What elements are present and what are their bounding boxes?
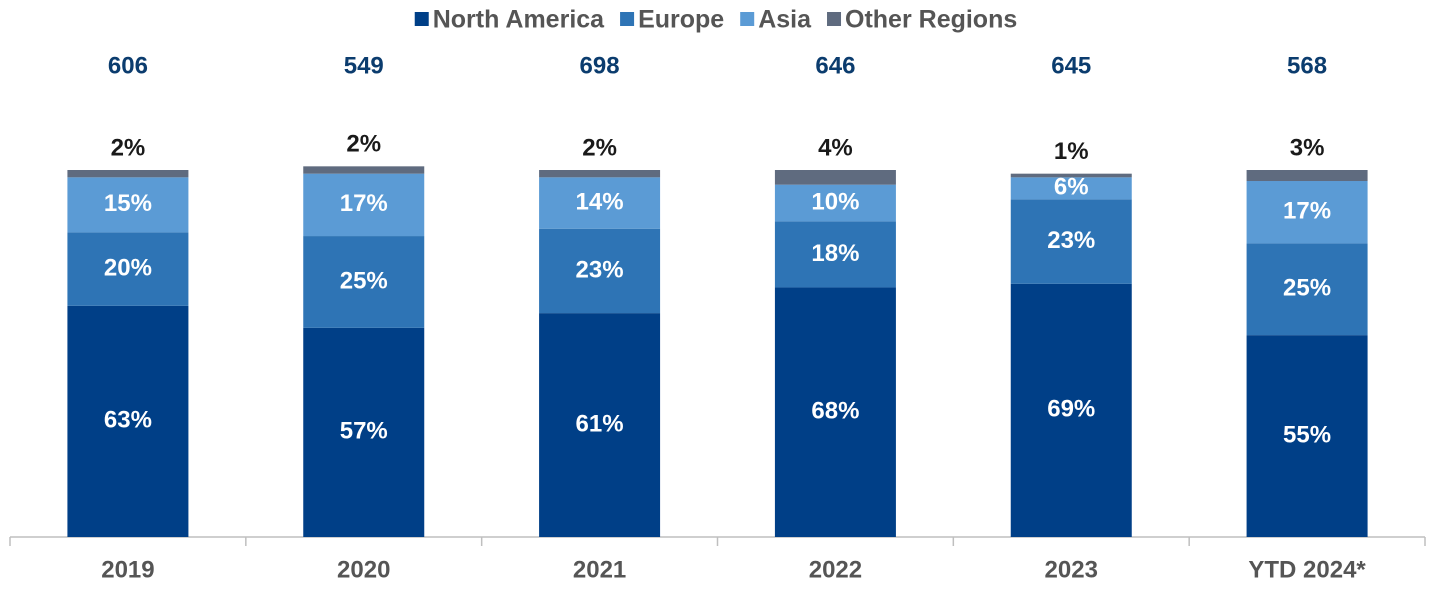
- data-label: 25%: [340, 267, 388, 294]
- bar-segment: [774, 184, 896, 222]
- data-label: 15%: [104, 190, 152, 217]
- data-label: 10%: [811, 188, 859, 215]
- bar-segment: [539, 313, 661, 537]
- legend: North America Europe Asia Other Regions: [414, 6, 1017, 34]
- data-label: 25%: [1283, 275, 1331, 302]
- bar-segment: [539, 228, 661, 314]
- bar-segment: [1010, 173, 1132, 178]
- data-label: 4%: [818, 134, 853, 161]
- bar-segment: [67, 170, 189, 178]
- bar-segment: [67, 232, 189, 306]
- bar-segment: [539, 177, 661, 229]
- bar-segment: [774, 221, 896, 288]
- legend-swatch: [414, 12, 429, 26]
- data-label: 69%: [1047, 396, 1095, 423]
- bar-segment: [67, 305, 189, 537]
- legend-label: Europe: [638, 6, 724, 34]
- data-label: 2%: [582, 134, 617, 161]
- legend-swatch: [740, 12, 755, 26]
- bar-segment: [303, 166, 425, 174]
- x-tick-label: 2019: [101, 556, 154, 583]
- bar-segment: [67, 177, 189, 233]
- bar-segment: [1246, 243, 1368, 336]
- data-label: 61%: [576, 410, 624, 437]
- bar-segment: [1246, 181, 1368, 244]
- data-label: 57%: [340, 418, 388, 445]
- total-label: 698: [580, 52, 620, 79]
- bar-segment: [1010, 199, 1132, 284]
- bar-segment: [303, 173, 425, 237]
- bar-segment: [774, 287, 896, 537]
- data-label: 17%: [340, 190, 388, 217]
- legend-label: Other Regions: [845, 6, 1017, 34]
- legend-label: North America: [433, 6, 605, 34]
- total-label: 606: [108, 52, 148, 79]
- data-label: 18%: [811, 240, 859, 267]
- legend-swatch: [827, 12, 842, 26]
- data-label: 1%: [1054, 138, 1089, 165]
- total-label: 568: [1287, 52, 1327, 79]
- data-label: 55%: [1283, 421, 1331, 448]
- data-label: 2%: [111, 134, 146, 161]
- legend-swatch: [620, 12, 635, 26]
- data-label: 23%: [576, 256, 624, 283]
- total-label: 549: [344, 52, 384, 79]
- bar-segment: [303, 327, 425, 537]
- bar-segment: [1010, 177, 1132, 200]
- data-label: 17%: [1283, 198, 1331, 225]
- total-label: 646: [815, 52, 855, 79]
- bar-segment: [539, 170, 661, 178]
- data-label: 63%: [104, 407, 152, 434]
- x-tick-label: 2023: [1045, 556, 1098, 583]
- data-label: 3%: [1290, 134, 1325, 161]
- data-label: 20%: [104, 254, 152, 281]
- data-label: 68%: [811, 398, 859, 425]
- bar-segment: [303, 236, 425, 328]
- data-label: 14%: [576, 188, 624, 215]
- x-tick-label: 2020: [337, 556, 390, 583]
- data-label: 23%: [1047, 227, 1095, 254]
- bar-segment: [1246, 170, 1368, 182]
- data-label: 2%: [346, 131, 381, 158]
- bar-segment: [1010, 283, 1132, 537]
- x-tick-label: 2022: [809, 556, 862, 583]
- bar-segment: [774, 170, 896, 185]
- legend-label: Asia: [758, 6, 812, 34]
- total-label: 645: [1051, 52, 1091, 79]
- x-tick-label: YTD 2024*: [1248, 556, 1366, 583]
- data-label: 6%: [1054, 174, 1089, 201]
- bar-segment: [1246, 335, 1368, 537]
- x-tick-label: 2021: [573, 556, 626, 583]
